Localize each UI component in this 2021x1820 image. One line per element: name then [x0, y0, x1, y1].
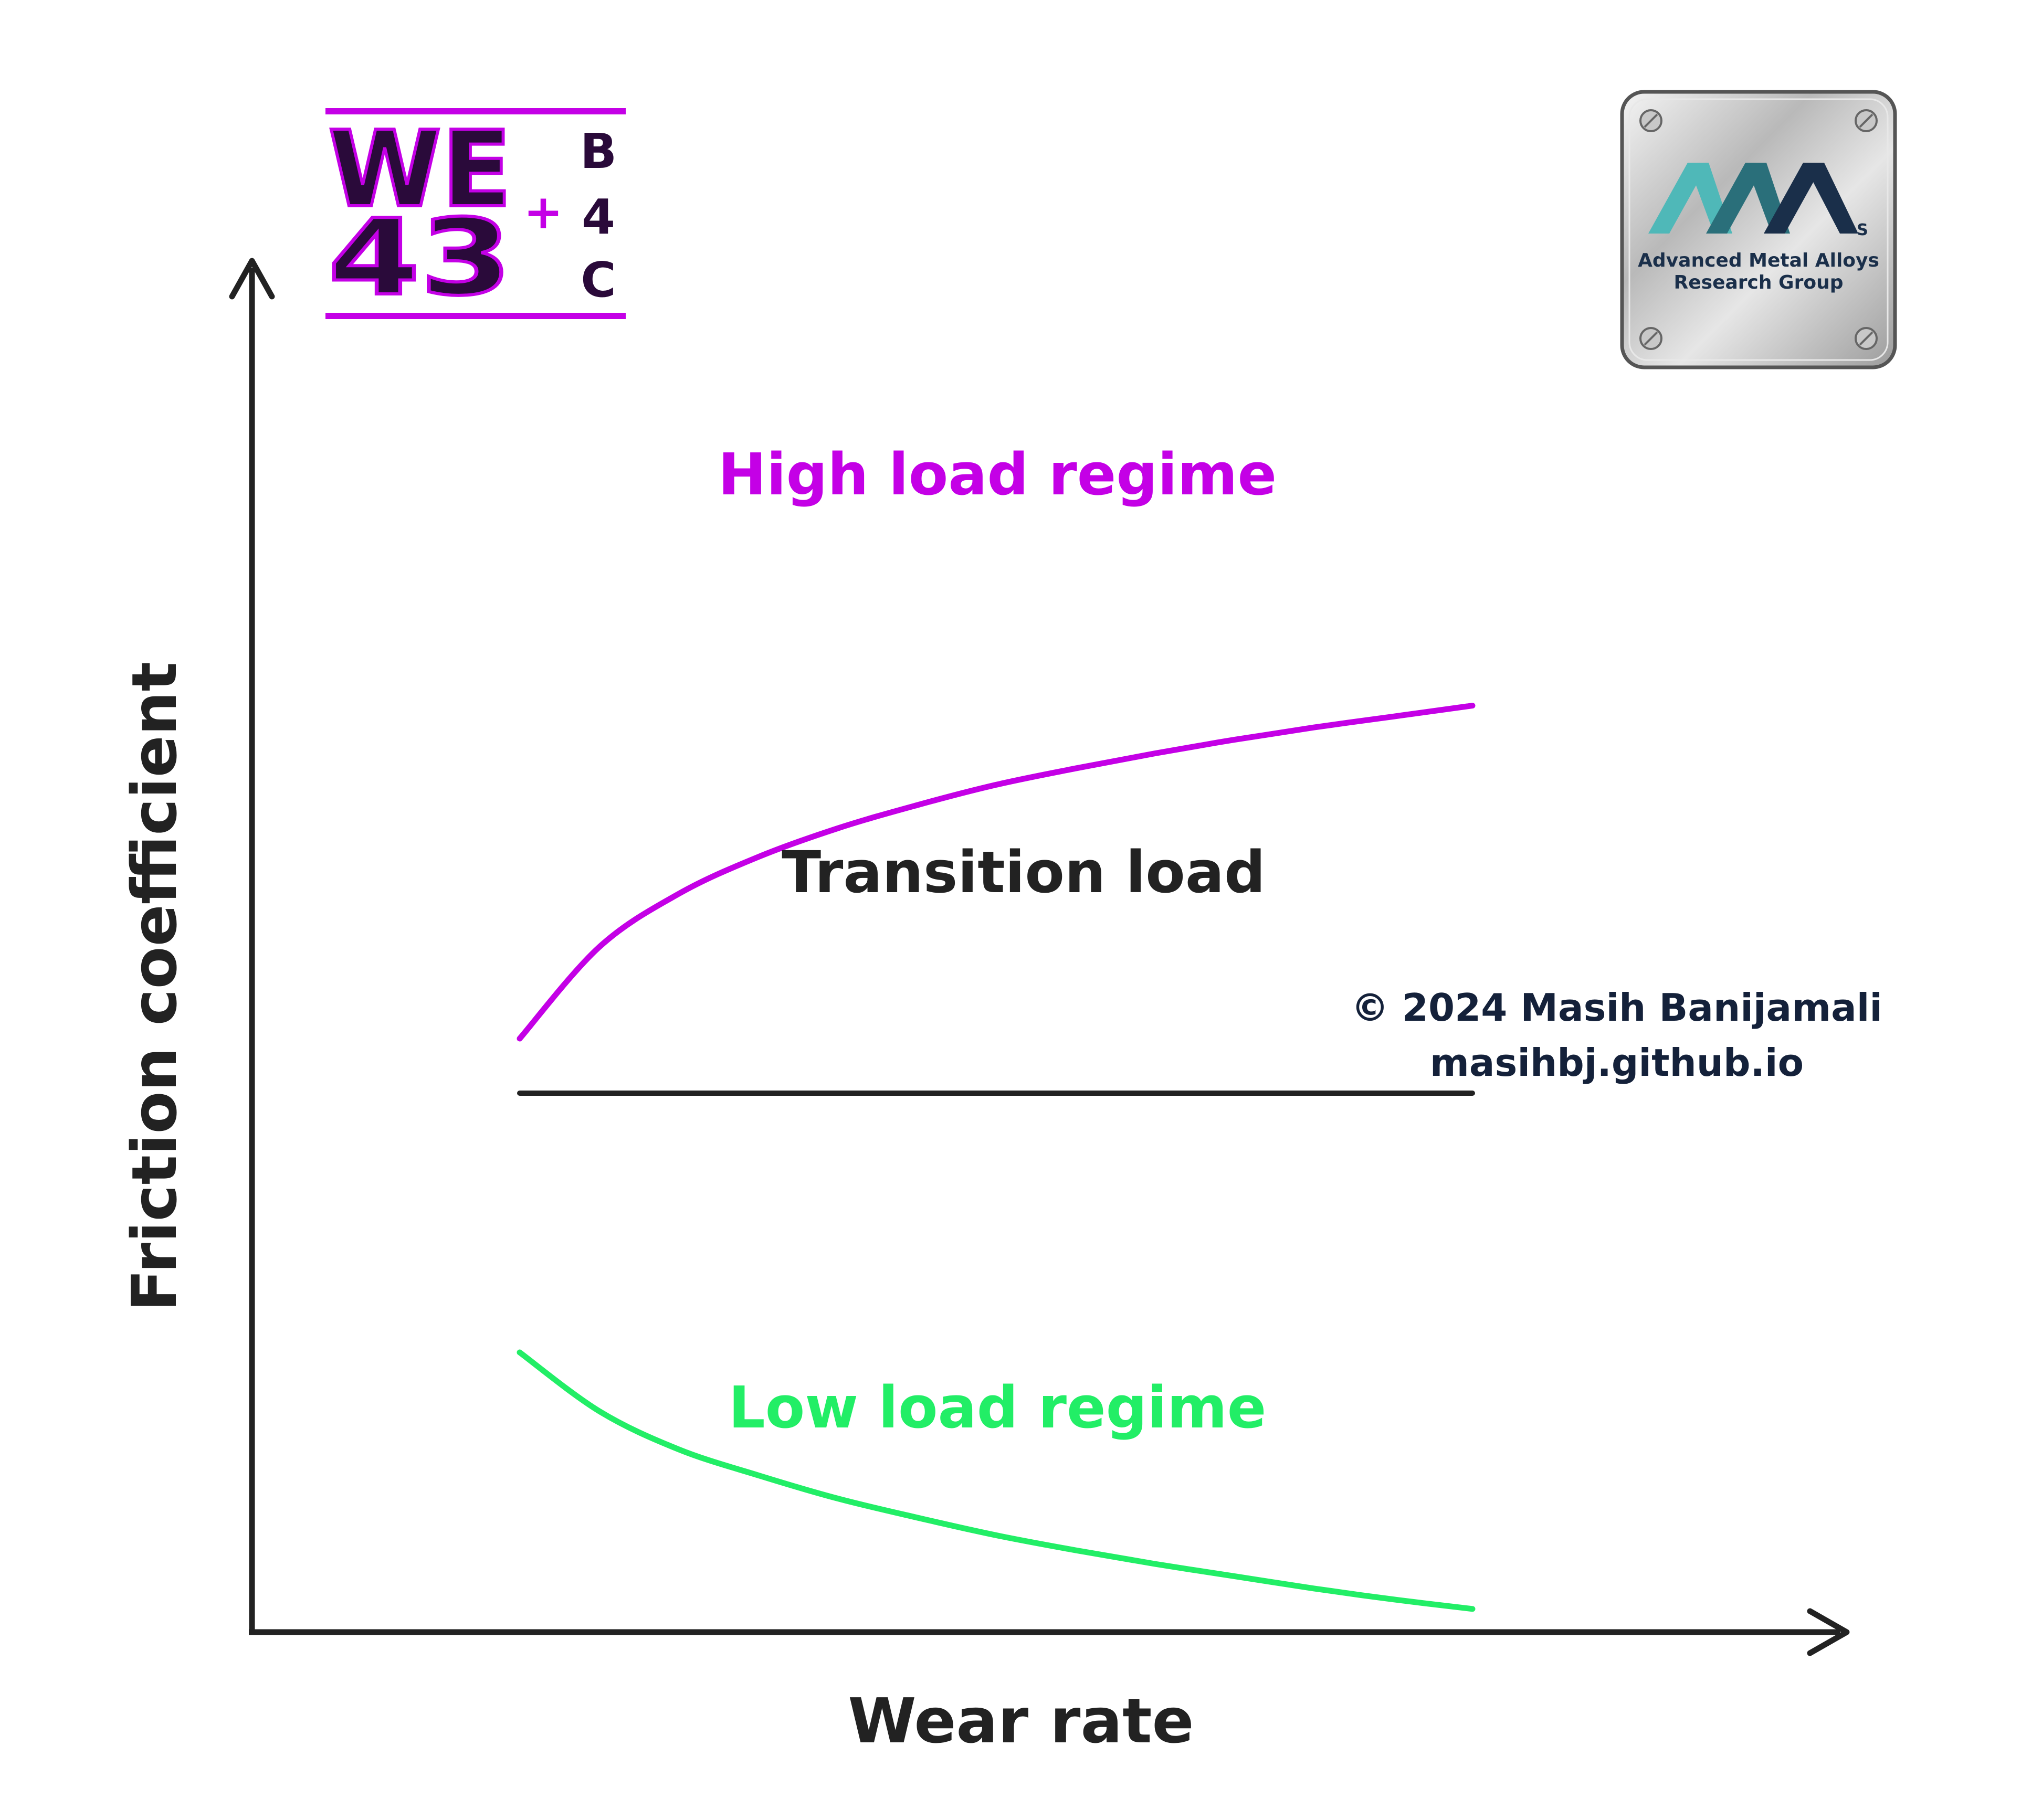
axes — [229, 258, 1850, 1656]
we43-b4c-logo: WE 43 + B 4 C — [325, 107, 626, 321]
svg-text:+: + — [523, 185, 563, 240]
svg-text:4: 4 — [582, 189, 615, 245]
y-axis-label: Friction coefficient — [118, 662, 191, 1311]
x-axis-label: Wear rate — [848, 1685, 1194, 1757]
series-line-high-load-regime — [517, 703, 1476, 1042]
series-label-high-load: High load regime — [718, 441, 1277, 508]
y-axis-arrow — [229, 258, 275, 300]
svg-text:C: C — [581, 252, 616, 308]
series-line-low-load-regime — [517, 1349, 1476, 1612]
svg-text:43: 43 — [328, 197, 512, 319]
x-axis-arrow — [1807, 1608, 1850, 1656]
svg-text:WE: WE — [328, 109, 512, 231]
svg-text:S: S — [1857, 221, 1868, 239]
svg-text:Research Group: Research Group — [1674, 272, 1844, 293]
aama-research-group-logo: S Advanced Metal Alloys Research Group — [1620, 90, 1897, 369]
series-layer — [517, 703, 1476, 1612]
svg-text:Advanced Metal Alloys: Advanced Metal Alloys — [1638, 250, 1879, 271]
copyright-line-1: © 2024 Masih Banijamali — [1351, 986, 1882, 1030]
series-label-low-load: Low load regime — [729, 1374, 1267, 1441]
series-label-transition-load: Transition load — [782, 839, 1266, 906]
svg-text:B: B — [580, 123, 617, 179]
copyright-line-2: masihbj.github.io — [1430, 1041, 1804, 1085]
